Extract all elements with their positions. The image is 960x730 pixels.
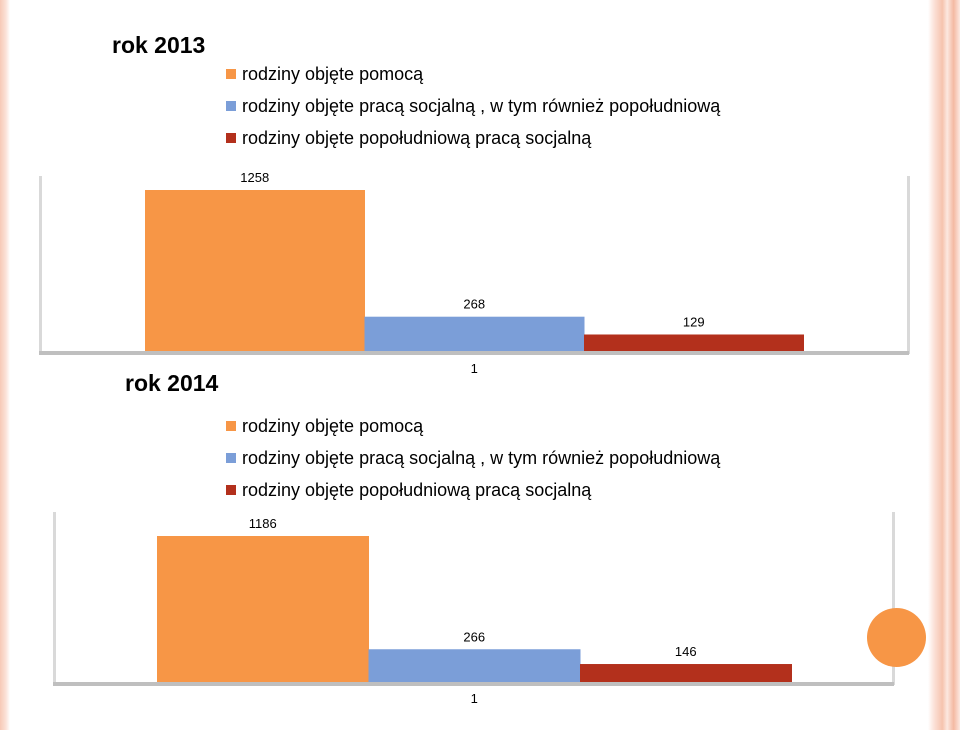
data-label-popoludniowa: 129: [683, 314, 705, 329]
legend-label: rodziny objęte pracą socjalną , w tym ró…: [242, 95, 721, 116]
legend-label: rodziny objęte pracą socjalną , w tym ró…: [242, 447, 721, 468]
legend-swatch-praca: [226, 101, 236, 111]
legend-item-praca: rodziny objęte pracą socjalną , w tym ró…: [226, 90, 720, 122]
legend-item-popoludniowa: rodziny objęte popołudniową pracą socjal…: [226, 474, 720, 506]
legend-label: rodziny objęte pomocą: [242, 63, 424, 84]
legend-swatch-popoludniowa: [226, 133, 236, 143]
legend-item-pomoc: rodziny objęte pomocą: [226, 410, 720, 442]
legend-item-pomoc: rodziny objęte pomocą: [226, 58, 720, 90]
plot-frame-right: [892, 512, 895, 685]
decorative-orange-circle: [867, 608, 926, 667]
bar-popoludniowa: [580, 664, 792, 682]
bar-popoludniowa: [584, 334, 804, 351]
chart-2013-title: rok 2013: [112, 32, 206, 58]
plot-frame-left: [53, 512, 56, 685]
legend-label: rodziny objęte popołudniową pracą socjal…: [242, 479, 592, 500]
slide-left-edge-decoration: [0, 0, 10, 730]
legend-label: rodziny objęte pomocą: [242, 415, 424, 436]
bar-praca: [364, 316, 585, 351]
slide-right-edge-decoration: [928, 0, 960, 730]
chart-2013-legend: rodziny objęte pomocą rodziny objęte pra…: [226, 58, 720, 154]
plot-frame-left: [39, 176, 42, 354]
x-axis-line: [53, 682, 894, 686]
data-label-pomoc: 1258: [240, 170, 269, 185]
legend-swatch-popoludniowa: [226, 485, 236, 495]
x-tick-label: 1: [471, 691, 478, 706]
legend-swatch-praca: [226, 453, 236, 463]
bar-pomoc: [157, 536, 369, 682]
x-axis-line: [39, 351, 909, 355]
data-label-praca: 266: [463, 629, 485, 644]
plot-frame-right: [907, 176, 910, 354]
legend-item-popoludniowa: rodziny objęte popołudniową pracą socjal…: [226, 122, 720, 154]
data-label-praca: 268: [463, 297, 485, 312]
data-label-popoludniowa: 146: [675, 644, 697, 659]
legend-swatch-pomoc: [226, 69, 236, 79]
x-tick-label: 1: [471, 361, 478, 376]
bar-pomoc: [145, 190, 365, 351]
legend-label: rodziny objęte popołudniową pracą socjal…: [242, 127, 592, 148]
chart-2014-legend: rodziny objęte pomocą rodziny objęte pra…: [226, 410, 720, 506]
bar-praca: [368, 649, 581, 682]
legend-swatch-pomoc: [226, 421, 236, 431]
data-label-pomoc: 1186: [249, 516, 277, 531]
legend-item-praca: rodziny objęte pracą socjalną , w tym ró…: [226, 442, 720, 474]
chart-2014-title: rok 2014: [125, 370, 219, 396]
